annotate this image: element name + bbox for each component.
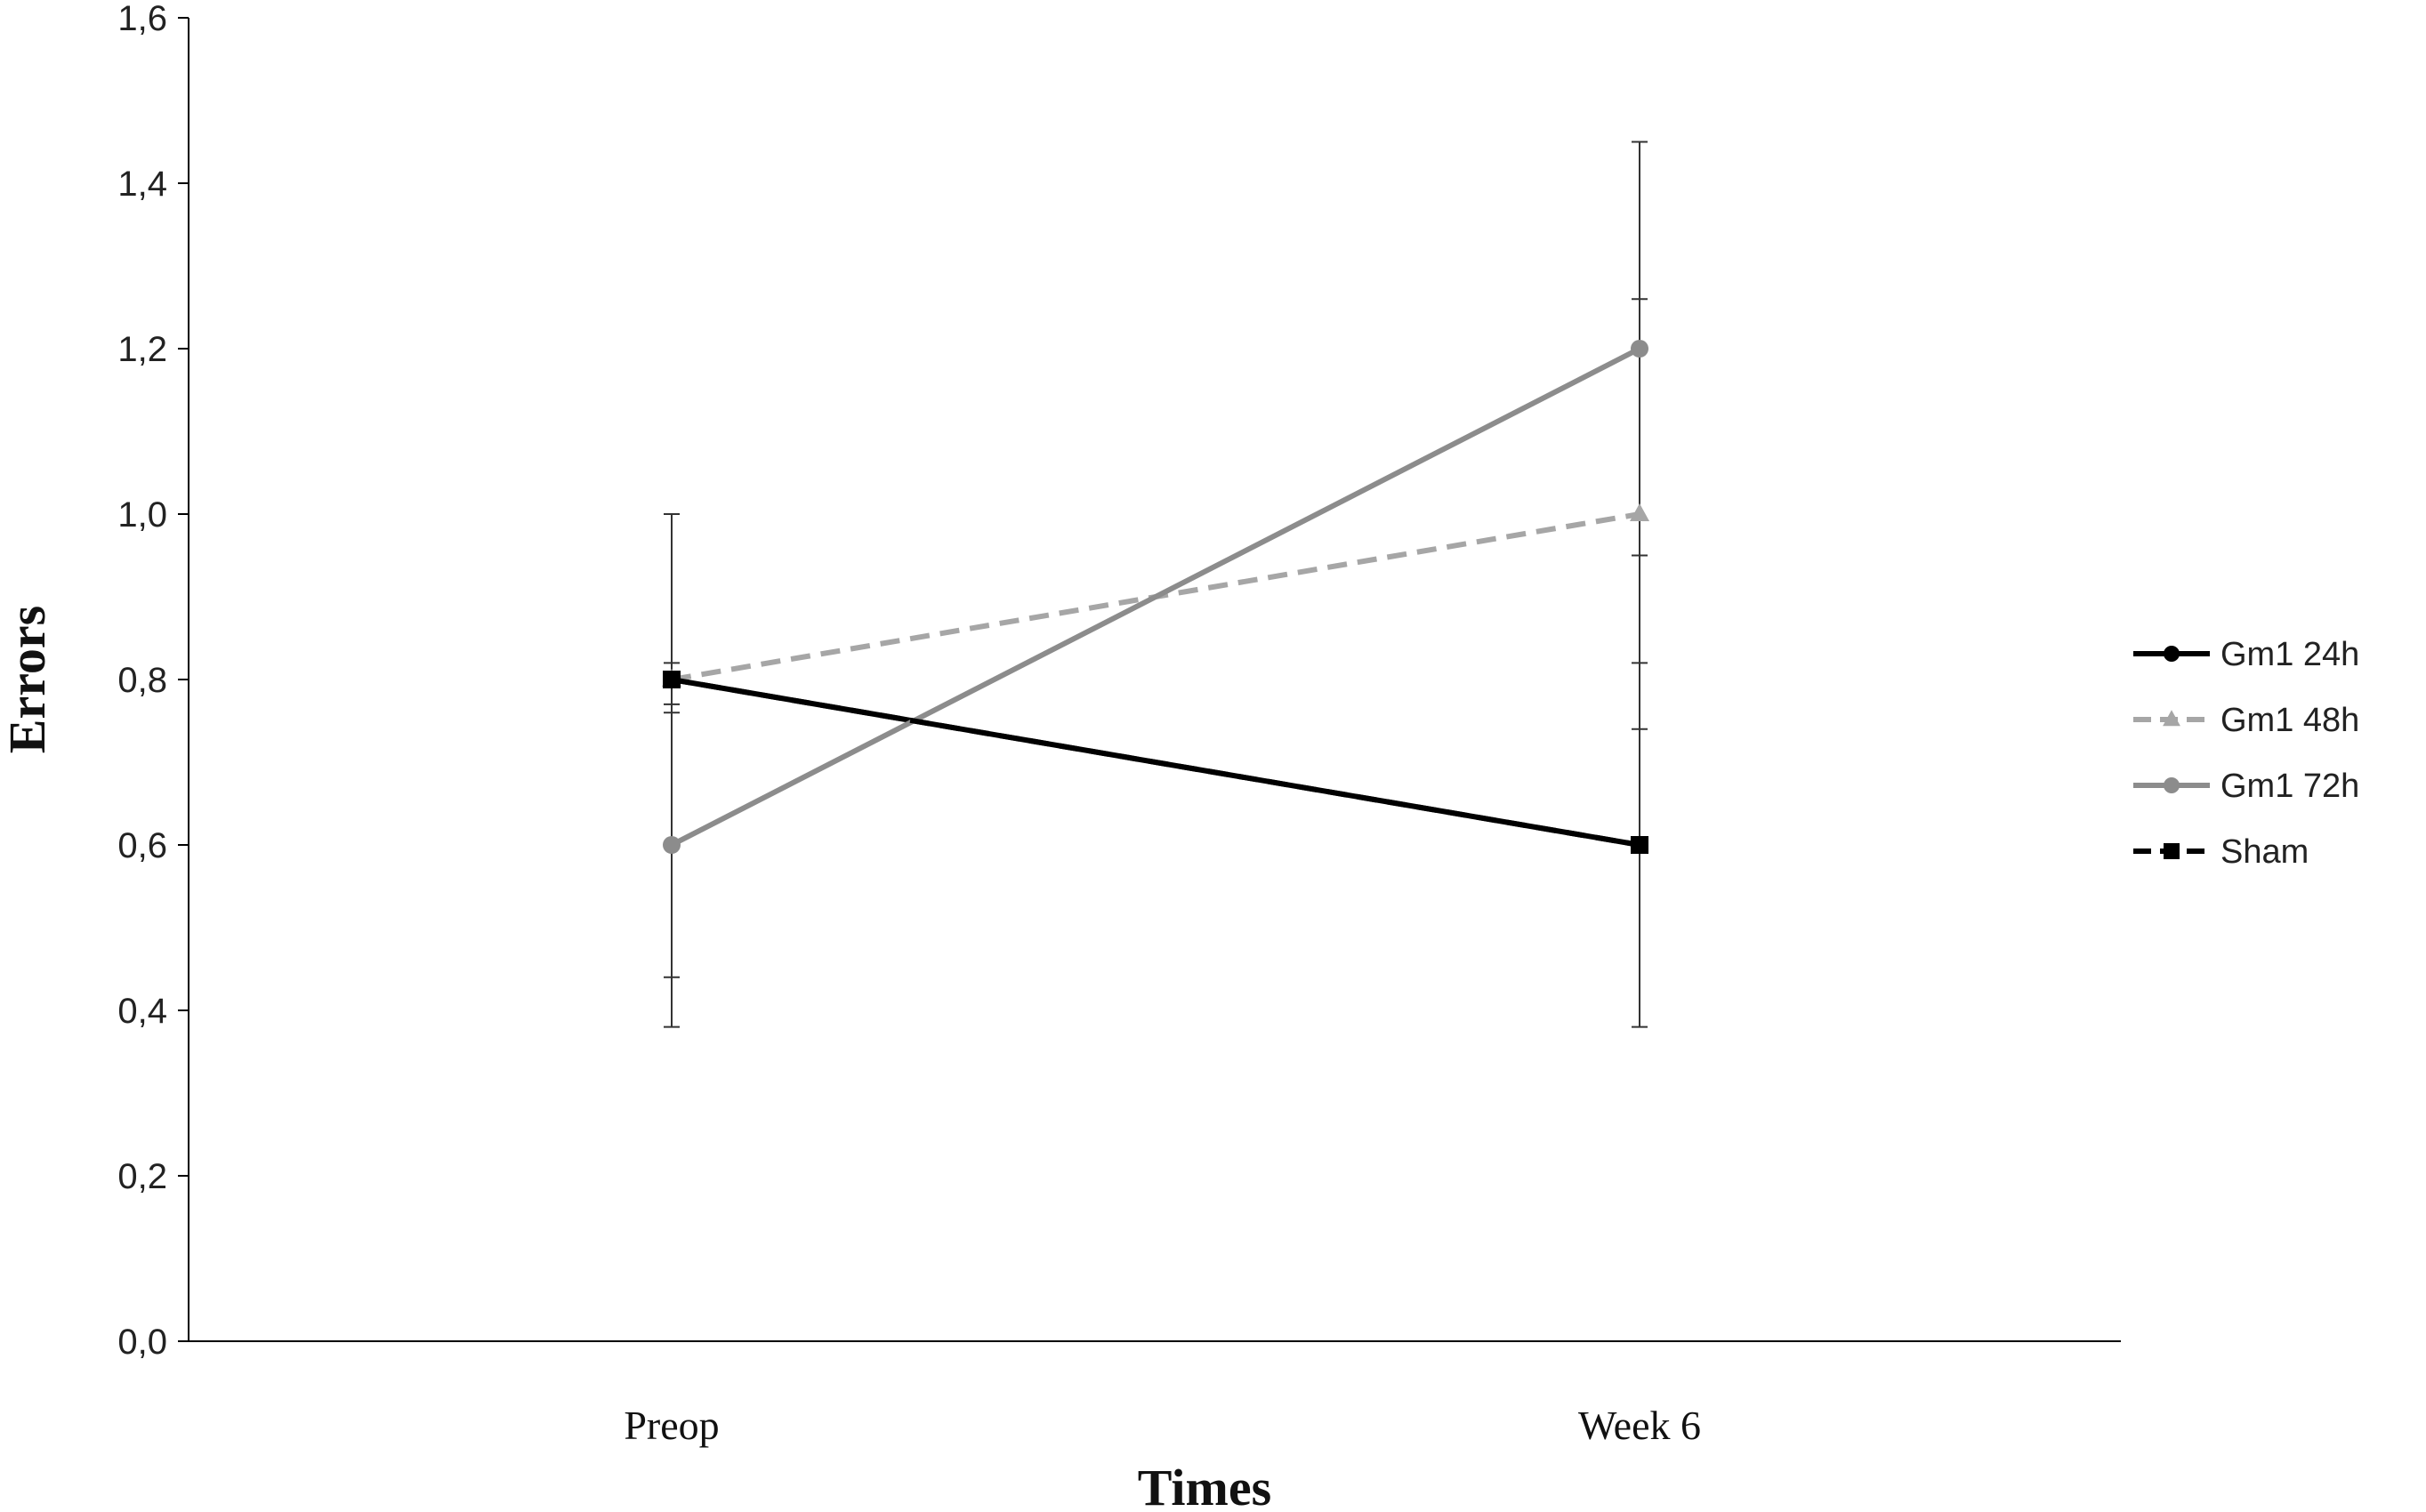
x-tick-label: Preop (624, 1403, 719, 1448)
x-tick-label: Week 6 (1578, 1403, 1701, 1448)
marker-square (2164, 843, 2180, 859)
axes (188, 18, 2121, 1342)
marker-square (1631, 836, 1648, 854)
marker-circle (2164, 777, 2180, 793)
y-axis-title: Errors (0, 606, 56, 753)
marker-circle (1631, 340, 1648, 358)
legend-label: Sham (2220, 833, 2309, 871)
x-tick-labels: Preop Week 6 (624, 1403, 1701, 1448)
series-line (670, 346, 1641, 848)
error-bars (664, 141, 1648, 1028)
x-axis-title: Times (1138, 1459, 1271, 1512)
y-ticks: 0,0 0,2 0,4 0,6 0,8 1,0 1,2 1,4 1,6 (117, 0, 189, 1362)
marker-triangle (1630, 503, 1649, 521)
y-tick-label: 1,2 (117, 330, 167, 369)
marker-circle (663, 836, 681, 854)
y-tick-label: 1,6 (117, 0, 167, 38)
marker-square (663, 671, 681, 688)
legend-label: Gm1 48h (2220, 702, 2359, 739)
series-lines (670, 346, 1641, 848)
legend-label: Gm1 72h (2220, 768, 2359, 805)
series-markers (662, 340, 1649, 854)
y-tick-label: 1,4 (117, 165, 167, 204)
y-tick-label: 0,2 (117, 1157, 167, 1196)
y-tick-label: 0,0 (117, 1323, 167, 1362)
legend: Gm1 24h Gm1 48h Gm1 72h Sham (2133, 636, 2359, 871)
series-line (671, 677, 1640, 848)
legend-label: Gm1 24h (2220, 636, 2359, 673)
marker-triangle (2163, 710, 2180, 727)
y-tick-label: 0,8 (117, 661, 167, 700)
marker-circle (2164, 646, 2180, 662)
y-tick-label: 1,0 (117, 495, 167, 535)
y-tick-label: 0,4 (117, 992, 167, 1031)
y-tick-label: 0,6 (117, 826, 167, 865)
